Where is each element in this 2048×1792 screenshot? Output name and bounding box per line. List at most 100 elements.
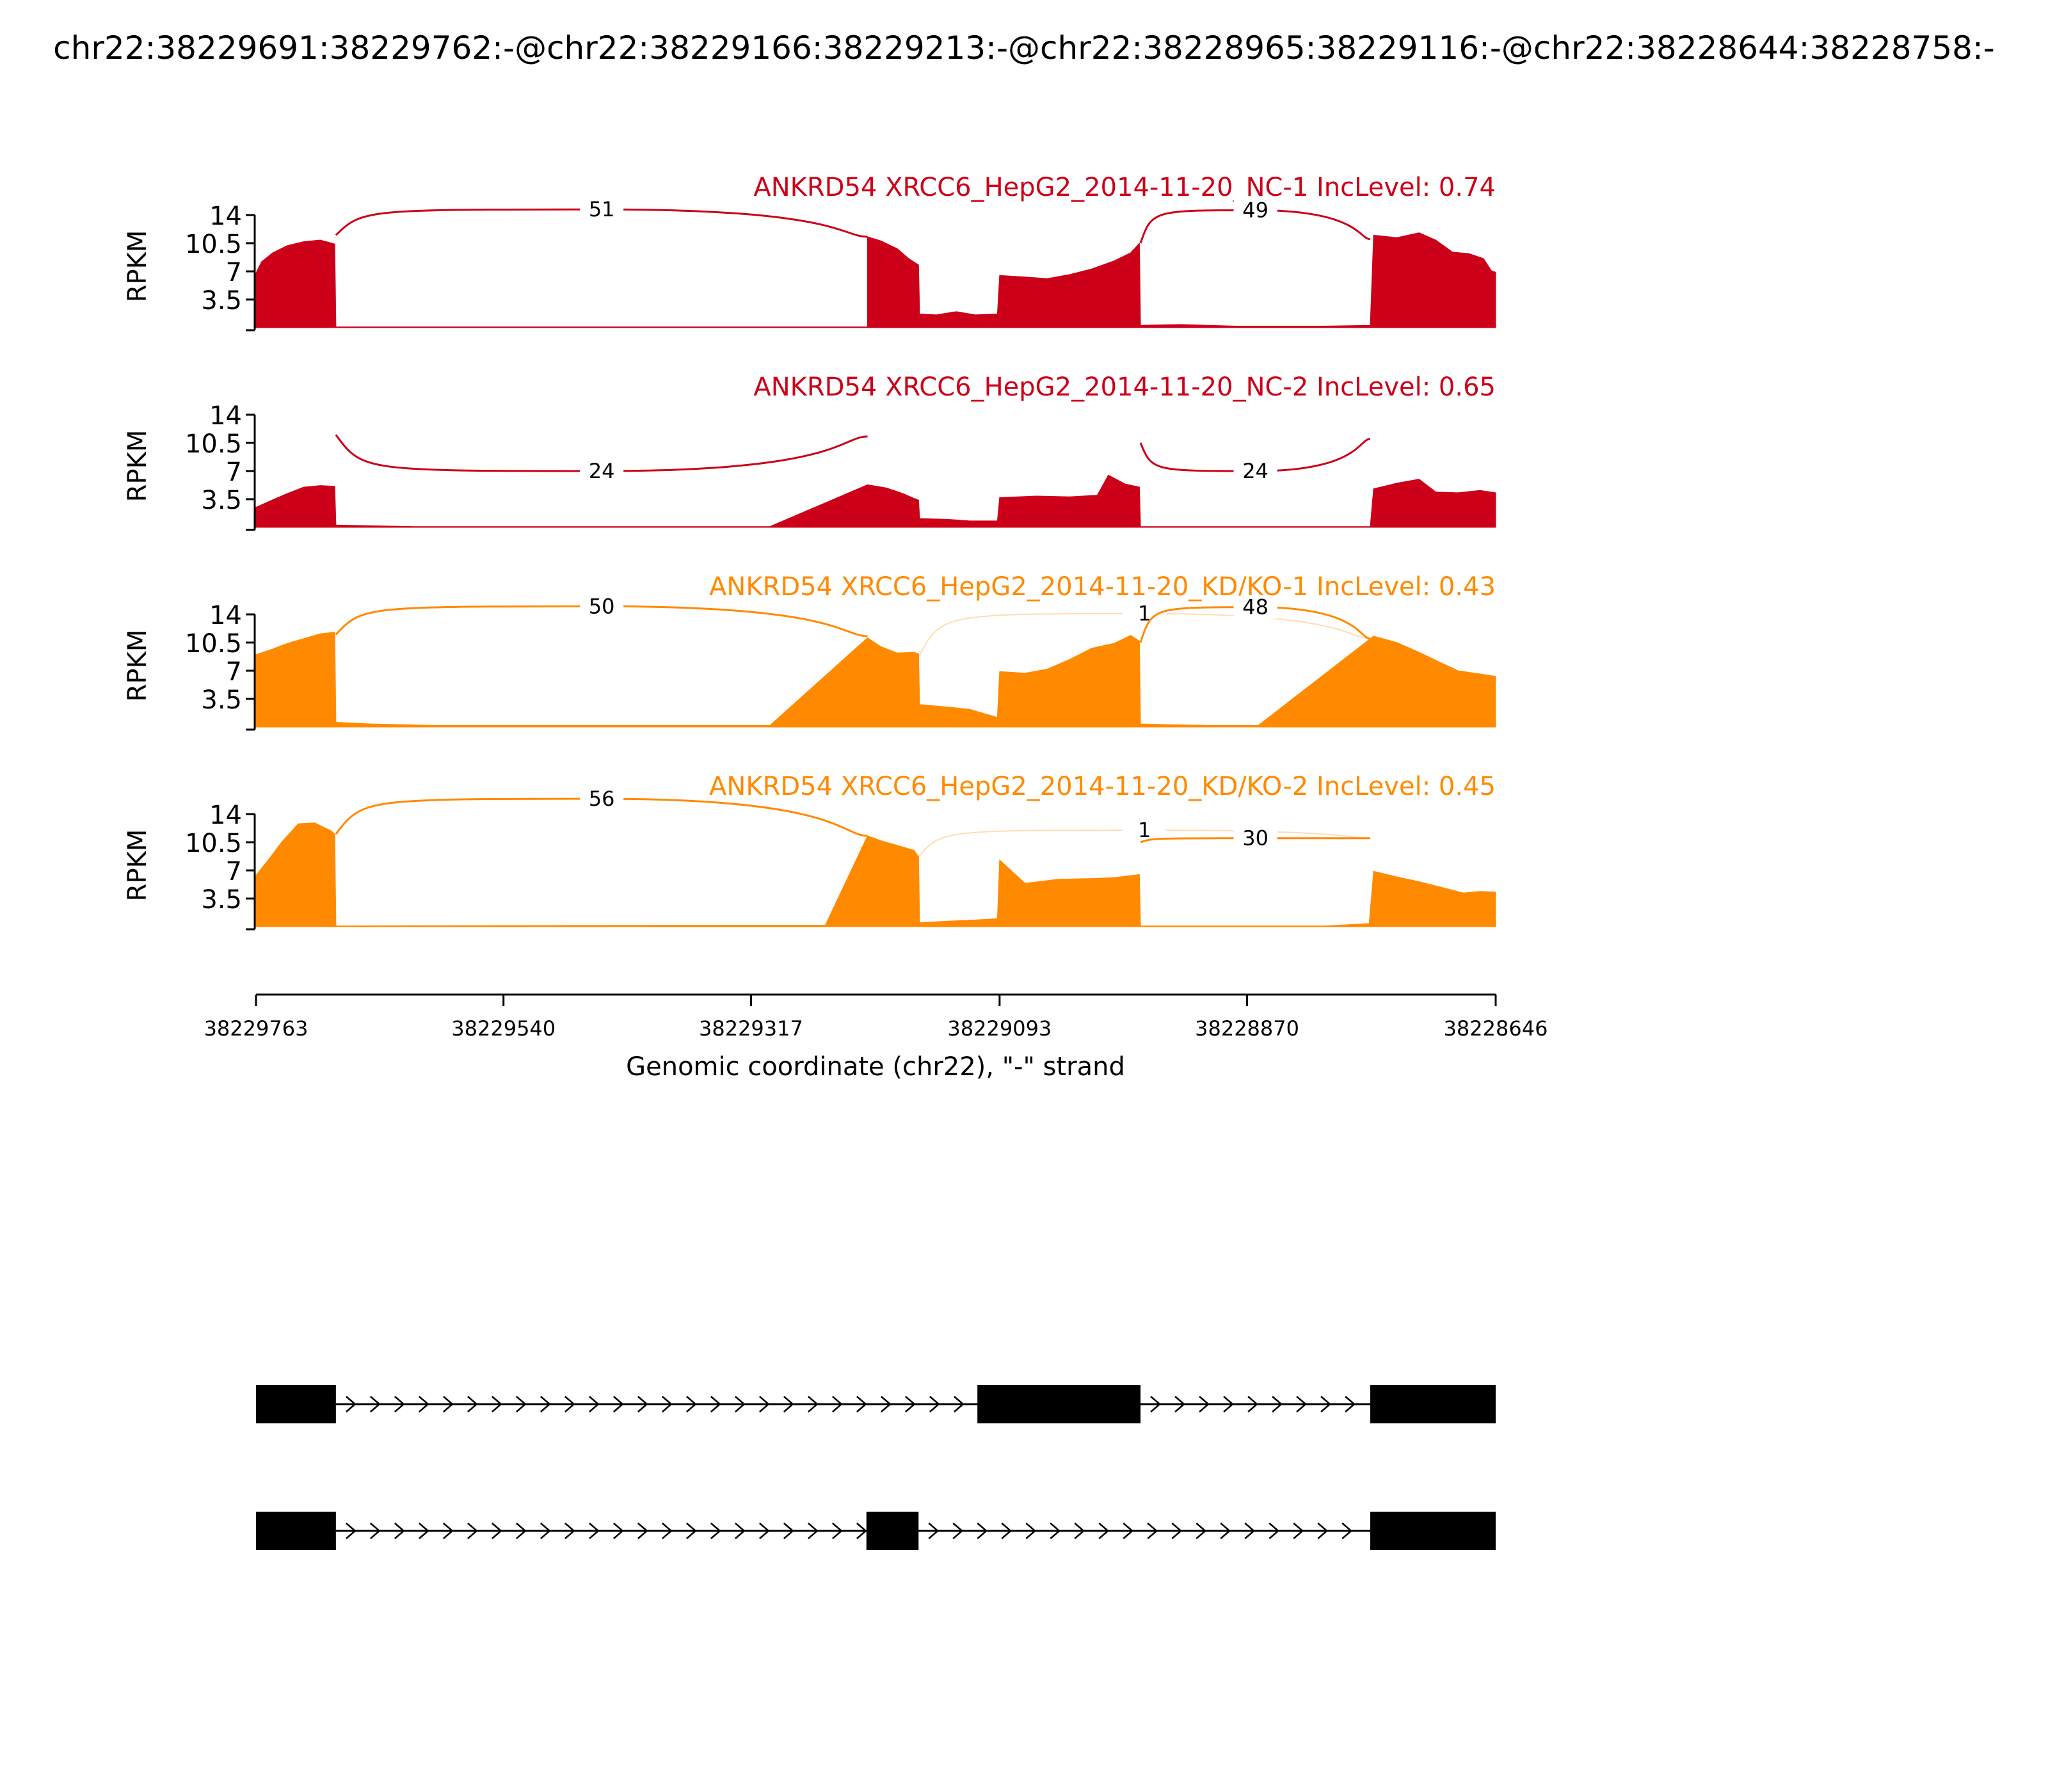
x-tick-label: 38228870 — [1195, 1016, 1299, 1041]
junction-count-box — [1233, 595, 1277, 619]
coverage-area — [255, 474, 1496, 528]
coverage-area — [255, 822, 1496, 927]
y-tick-label: 14 — [209, 202, 242, 231]
x-tick-label: 38229540 — [451, 1016, 556, 1041]
strand-chevron — [637, 1523, 648, 1539]
strand-chevron — [1223, 1396, 1235, 1412]
strand-chevron — [1050, 1523, 1061, 1539]
junction-count-label: 49 — [1242, 198, 1268, 222]
strand-chevron — [759, 1396, 770, 1412]
y-tick-label: 7 — [226, 857, 242, 886]
strand-chevron — [1268, 1523, 1280, 1539]
strand-chevron — [881, 1396, 892, 1412]
junction-count-box — [1123, 819, 1167, 842]
strand-chevron — [1074, 1523, 1085, 1539]
strand-chevron — [419, 1523, 429, 1539]
strand-chevron — [1317, 1523, 1329, 1539]
y-tick-label: 3.5 — [201, 885, 242, 915]
strand-chevron — [832, 1396, 843, 1412]
strand-chevron — [516, 1396, 527, 1412]
junction-count-box — [580, 198, 624, 221]
x-axis: 38229763 38229540 38229317 38229093 38228870… — [204, 993, 1548, 1041]
strand-chevron — [856, 1523, 867, 1539]
junction-count: 24 — [1233, 459, 1277, 483]
junction-count-label: 56 — [589, 787, 615, 811]
strand-chevron — [1220, 1523, 1231, 1539]
strand-chevron — [832, 1523, 843, 1539]
strand-chevron — [928, 1523, 940, 1539]
strand-chevron — [952, 1523, 964, 1539]
coverage-area — [255, 232, 1496, 328]
strand-chevron — [686, 1523, 697, 1539]
strand-chevron — [1174, 1396, 1186, 1412]
y-tick-label: 7 — [226, 458, 242, 487]
strand-chevron — [613, 1396, 624, 1412]
y-tick-label: 7 — [226, 258, 242, 287]
sample-title: ANKRD54 XRCC6_HepG2_2014-11-20_KD/KO-2 I… — [709, 772, 1496, 801]
strand-chevron — [346, 1523, 356, 1539]
strand-chevron — [808, 1523, 819, 1539]
strand-chevron — [637, 1396, 648, 1412]
strand-chevron — [662, 1396, 673, 1412]
strand-chevron — [394, 1396, 405, 1412]
junction-count: 1 — [1123, 602, 1167, 626]
exon-block — [1370, 1385, 1496, 1423]
strand-chevron — [662, 1523, 673, 1539]
junction-count-label: 24 — [589, 459, 615, 483]
y-tick-label: 10.5 — [185, 230, 242, 259]
strand-chevron — [613, 1523, 624, 1539]
strand-chevron — [443, 1523, 454, 1539]
strand-chevron — [686, 1396, 697, 1412]
strand-chevron — [783, 1396, 794, 1412]
strand-chevron — [1247, 1396, 1259, 1412]
strand-chevron — [1341, 1523, 1353, 1539]
junction-count-box — [580, 460, 624, 483]
strand-chevron — [1296, 1396, 1308, 1412]
strand-chevron — [1345, 1396, 1356, 1412]
transcript-models — [256, 1385, 1496, 1550]
strand-chevron — [564, 1396, 575, 1412]
strand-chevron — [954, 1396, 964, 1412]
strand-chevron — [1244, 1523, 1256, 1539]
y-axis-label: RPKM — [123, 230, 152, 303]
strand-chevron — [1025, 1523, 1037, 1539]
strand-chevron — [492, 1396, 502, 1412]
strand-chevron — [370, 1523, 381, 1539]
strand-chevron — [1147, 1523, 1158, 1539]
junction-count-label: 1 — [1138, 818, 1151, 842]
junction-count-label: 50 — [589, 594, 615, 618]
y-tick-label: 10.5 — [185, 629, 242, 659]
junction-count: 56 — [580, 787, 624, 811]
exon-block — [1370, 1512, 1496, 1550]
strand-chevron — [589, 1396, 600, 1412]
junction-count-label: 24 — [1242, 459, 1268, 483]
junction-count: 49 — [1233, 198, 1277, 222]
y-tick-label: 3.5 — [201, 286, 242, 316]
strand-chevron — [1001, 1523, 1012, 1539]
junction-count-label: 48 — [1242, 595, 1268, 620]
strand-chevron — [759, 1523, 770, 1539]
junction-count: 30 — [1233, 826, 1277, 851]
strand-chevron — [540, 1523, 551, 1539]
x-tick-label: 38229763 — [204, 1016, 308, 1041]
x-tick-label: 38229093 — [947, 1016, 1052, 1041]
y-tick-label: 10.5 — [185, 429, 242, 459]
junction-count-label: 30 — [1242, 826, 1268, 851]
junction-count-label: 51 — [589, 197, 615, 221]
junction-count-box — [1233, 460, 1277, 483]
strand-chevron — [1150, 1396, 1162, 1412]
junction-count-box — [1233, 826, 1277, 850]
strand-chevron — [977, 1523, 988, 1539]
strand-chevron — [492, 1523, 502, 1539]
sample-title: ANKRD54 XRCC6_HepG2_2014-11-20_NC-2 IncL… — [753, 372, 1496, 402]
strand-chevron — [710, 1523, 721, 1539]
strand-chevron — [1199, 1396, 1210, 1412]
exon-block — [866, 1512, 919, 1550]
y-axis-label: RPKM — [123, 630, 152, 702]
x-tick-label: 38228646 — [1444, 1016, 1548, 1041]
